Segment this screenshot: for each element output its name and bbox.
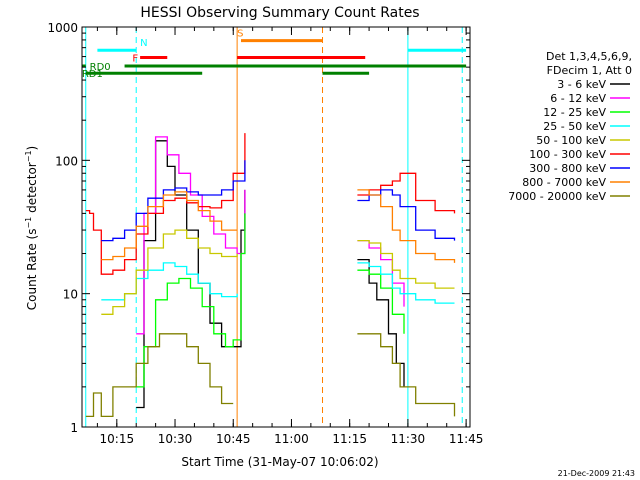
series-line	[136, 213, 246, 388]
legend-entry: 300 - 800 keV	[529, 162, 606, 175]
series-line	[357, 189, 456, 263]
series-line	[136, 136, 246, 335]
series-line	[85, 133, 246, 275]
flag-label-f: F	[132, 54, 138, 65]
series-line	[357, 333, 456, 417]
legend-entry: 3 - 6 keV	[557, 78, 606, 91]
flag-label-rd0: RD0	[90, 62, 111, 73]
legend-entry: 50 - 100 keV	[536, 134, 606, 147]
plot-frame	[81, 26, 471, 428]
y-axis-label: Count Rate (s−1 detector−1)	[24, 146, 39, 310]
series-line	[101, 191, 238, 261]
legend-entry: 800 - 7000 keV	[522, 176, 606, 189]
series-line	[357, 269, 405, 334]
x-tick-label: 11:30	[391, 432, 426, 446]
flag-label-s: S	[237, 29, 243, 40]
footer-date: 21-Dec-2009 21:43	[558, 469, 635, 478]
x-tick-label: 11:15	[332, 432, 367, 446]
legend-entry: 12 - 25 keV	[543, 106, 606, 119]
series-line	[101, 229, 238, 315]
y-tick-label: 1	[70, 421, 78, 435]
y-tick-label: 1000	[47, 21, 78, 35]
y-tick-label: 100	[55, 154, 78, 168]
x-tick-label: 10:45	[216, 432, 251, 446]
legend-header: FDecim 1, Att 0	[547, 64, 632, 77]
x-tick-label: 11:00	[274, 432, 309, 446]
y-tick-label: 10	[63, 288, 78, 302]
flag-label-n: N	[140, 38, 147, 49]
flag-label-rd1: RD1	[82, 69, 103, 80]
legend-entry: 25 - 50 keV	[543, 120, 606, 133]
series-line	[357, 262, 455, 304]
x-tick-label: 10:30	[158, 432, 193, 446]
legend-entry: 100 - 300 keV	[529, 148, 606, 161]
x-tick-label: 10:15	[100, 432, 135, 446]
series-line	[357, 172, 456, 214]
legend-entry: 7000 - 20000 keV	[508, 190, 606, 203]
legend-header: Det 1,3,4,5,6,9,	[546, 50, 632, 63]
chart-title: HESSI Observing Summary Count Rates	[140, 5, 419, 21]
series-line	[357, 239, 455, 289]
series-line	[101, 160, 246, 242]
x-axis-label: Start Time (31-May-07 10:06:02)	[181, 455, 378, 469]
series-line	[85, 333, 234, 418]
x-tick-label: 11:45	[449, 432, 484, 446]
legend-entry: 6 - 12 keV	[550, 92, 606, 105]
